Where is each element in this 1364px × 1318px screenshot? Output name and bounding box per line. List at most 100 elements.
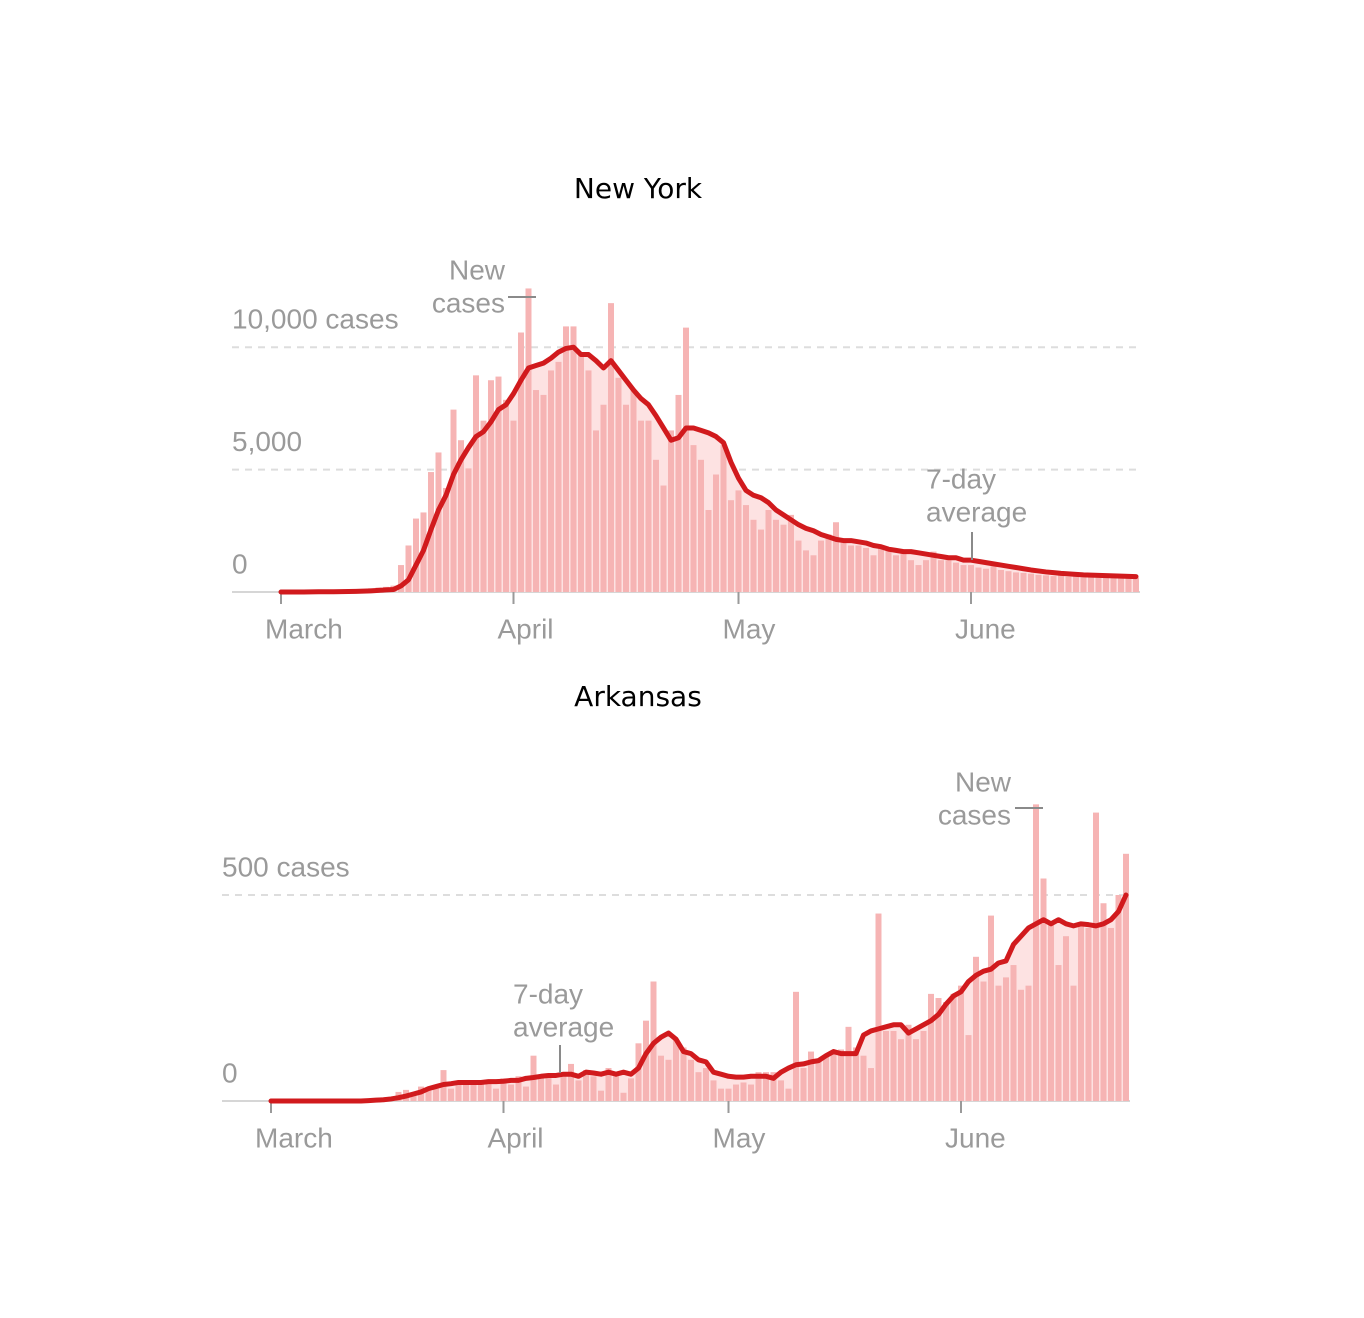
bar [1073,576,1079,592]
bar [930,551,937,592]
bar [713,474,719,592]
bar [590,1076,597,1101]
bar [840,540,847,592]
bar [803,550,809,592]
bar [620,1092,627,1101]
bar [515,1076,522,1101]
bar [480,420,487,592]
chart-title: Arkansas [574,680,702,713]
bar [1010,965,1017,1101]
bar [793,991,799,1101]
y-tick-label: 10,000 cases [232,304,399,335]
bar [1013,572,1019,592]
line-layer [278,344,1139,595]
bar [1020,572,1027,592]
bar [853,1047,859,1101]
bar [845,1026,852,1101]
bar [510,420,517,592]
bar [1043,575,1049,592]
bar [773,519,779,592]
bar [995,985,1002,1101]
annotation: cases [938,799,1011,830]
bar [788,514,794,592]
bar [533,390,539,592]
x-tick-label: March [265,613,343,644]
bar [823,1055,829,1101]
bar [653,459,659,592]
bar [1093,812,1099,1101]
bar [725,1088,732,1101]
bar [1118,578,1124,592]
bar [983,568,989,592]
bar [1085,927,1092,1101]
bar [1025,985,1032,1101]
bar [583,1070,589,1101]
bar [750,519,757,592]
bar [638,420,644,592]
bar [568,1063,574,1101]
bar [1005,571,1012,592]
bar [405,545,412,592]
bar [548,370,554,592]
bar [870,555,877,592]
bar [718,1088,724,1101]
bar [665,1059,672,1101]
bar [450,409,457,592]
bar [898,1039,904,1101]
annotation: 7-day [926,463,996,494]
bar [1063,936,1069,1101]
bar [503,399,509,592]
bar [1123,853,1129,1101]
bar [878,547,884,592]
bar [778,1080,784,1101]
bar [448,1088,454,1101]
bar [1078,923,1084,1101]
bar [1088,576,1094,592]
bar [660,485,667,592]
bar [1048,923,1054,1101]
bar [1100,903,1107,1101]
bar [478,1084,484,1101]
bar [1035,574,1042,592]
bar [838,1049,844,1101]
bar [875,913,882,1101]
bar [928,993,934,1101]
bar [473,375,479,592]
bar [755,1072,762,1101]
bar [975,567,982,592]
bar [690,445,697,592]
area-layer [271,895,1126,1101]
annotation: 7-day [513,978,583,1009]
bar [1028,573,1034,592]
bar [443,487,449,592]
line-layer [268,892,1129,1104]
bar [810,555,817,592]
bar [1108,927,1114,1101]
bar [1065,576,1072,592]
bar [1095,577,1102,592]
bar [945,560,952,592]
bar [398,565,404,592]
bar [1125,578,1132,592]
bar [563,326,569,592]
bar [598,1090,604,1101]
bar [923,560,929,592]
bar [683,327,689,592]
bar [998,569,1004,592]
bar [833,522,839,592]
bar [1070,985,1077,1101]
bar [938,560,944,592]
bar [435,452,442,592]
average-area [281,347,1136,592]
bar [1033,804,1039,1101]
bar [900,550,907,592]
bar [615,377,622,592]
bar [1080,577,1087,592]
bar [455,1082,462,1101]
bar [885,550,892,592]
annotation: average [513,1011,614,1042]
annotation: New [955,766,1012,797]
annotation: average [926,496,1027,527]
y-tick-label: 5,000 [232,426,302,457]
bar [893,555,899,592]
